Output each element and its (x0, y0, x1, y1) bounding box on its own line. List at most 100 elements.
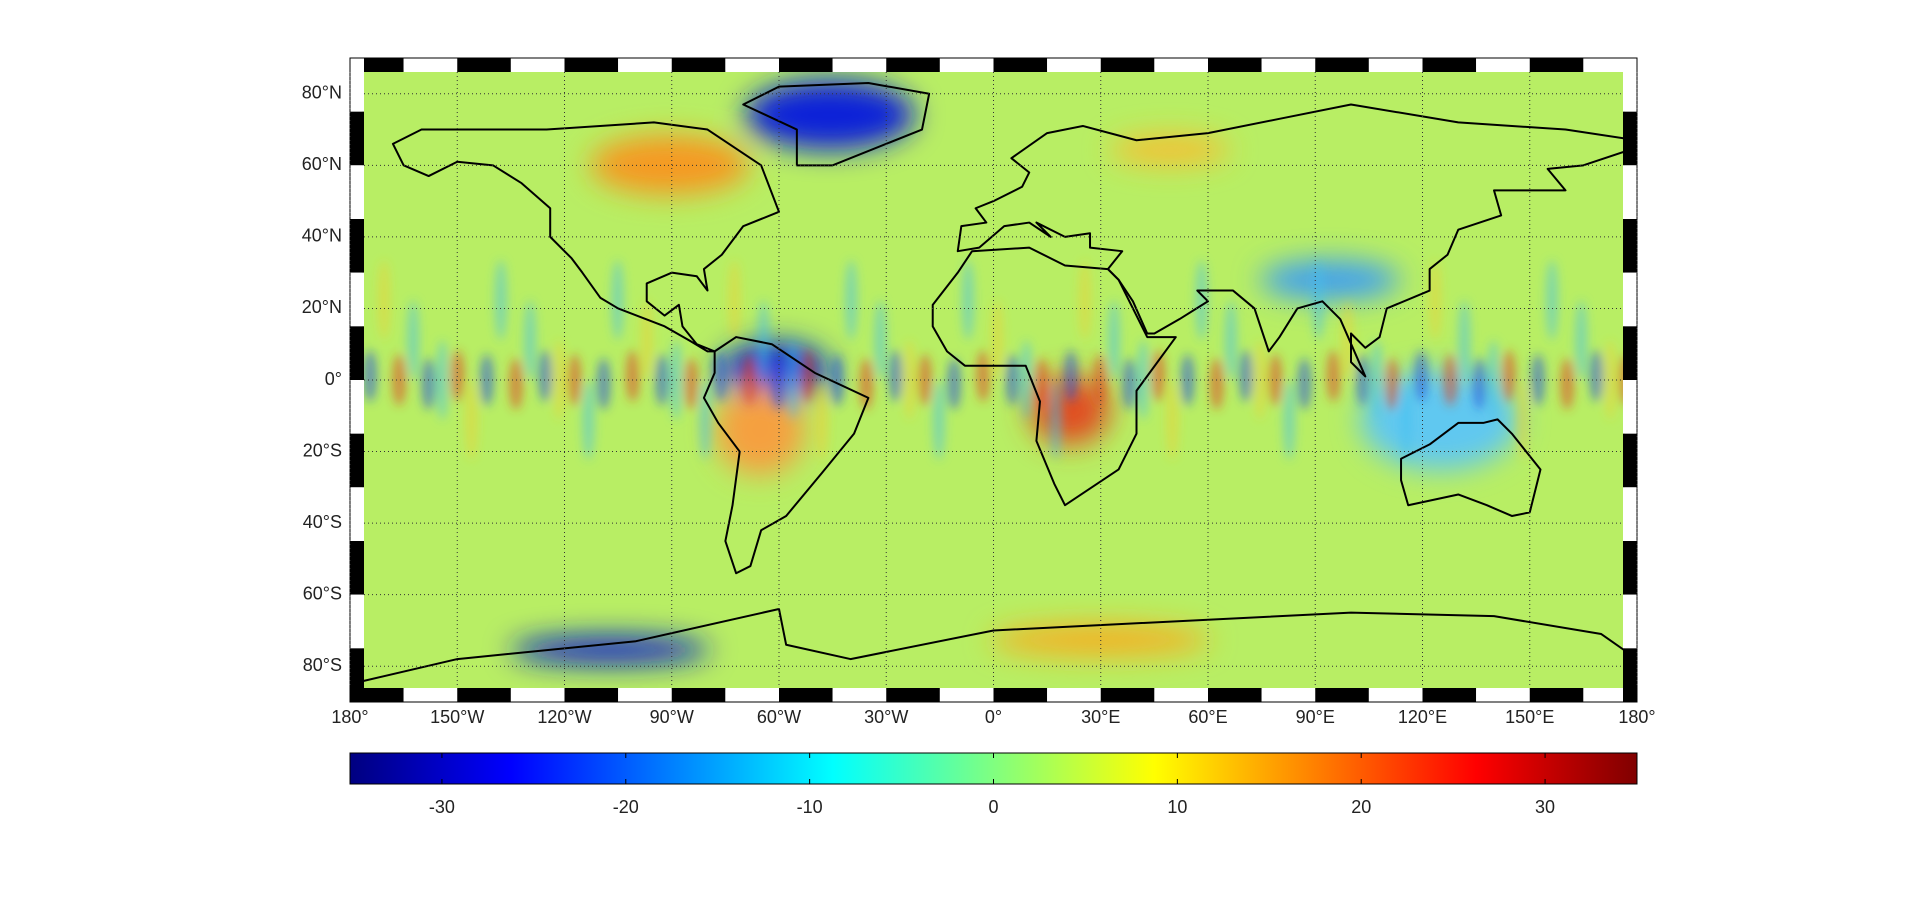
field-stripe (699, 380, 712, 460)
y-tick-label: 40°N (302, 226, 342, 246)
field-stripe (494, 260, 507, 340)
frame-tile (886, 58, 940, 72)
x-tick-label: 60°W (757, 707, 801, 727)
frame-tile (671, 58, 726, 72)
field-stripe (1355, 354, 1370, 406)
field-stripe (1239, 350, 1253, 402)
frame-tile (350, 111, 364, 166)
frame-tile (403, 688, 458, 702)
field-stripe (1516, 380, 1529, 460)
field-stripe (465, 380, 478, 460)
colorbar (349, 752, 1638, 785)
frame-tile (457, 688, 511, 702)
field-stripe (713, 350, 728, 402)
field-stripe (640, 300, 653, 380)
x-tick-label: 120°E (1398, 707, 1447, 727)
frame-tile (779, 688, 833, 702)
x-tick-label: 180° (331, 707, 368, 727)
field-stripe (625, 350, 640, 402)
field-stripe (407, 300, 420, 380)
frame-tile (1261, 688, 1316, 702)
field-stripe (1049, 380, 1062, 460)
frame-tile (1315, 58, 1369, 72)
field-stripe (1283, 380, 1296, 460)
field-stripe (1063, 350, 1078, 402)
field-stripe (962, 260, 974, 340)
field-stripe (888, 350, 903, 402)
colorbar-tick-label: -20 (613, 797, 639, 817)
frame-tile (1422, 688, 1477, 702)
frame-tile (350, 541, 364, 595)
colorbar-tick-label: -30 (429, 797, 455, 817)
field-stripe (976, 350, 991, 402)
field-stripe (801, 350, 815, 402)
frame-tile (1623, 165, 1637, 219)
frame-tile (1623, 648, 1637, 702)
frame-tile (1623, 58, 1637, 112)
frame-tile (350, 58, 364, 112)
frame-tile (1476, 688, 1530, 702)
frame-tile (886, 688, 940, 702)
field-stripe (1501, 350, 1516, 402)
field-stripe (1034, 358, 1049, 410)
field-stripe (1531, 354, 1545, 406)
frame-tile (350, 326, 364, 380)
field-stripe (1151, 350, 1166, 402)
frame-tile (350, 219, 364, 273)
frame-tile (993, 58, 1048, 72)
y-tick-label: 20°S (303, 440, 342, 460)
colorbar-tick-label: -10 (797, 797, 823, 817)
frame-tile (350, 487, 364, 541)
field-stripe (1575, 300, 1588, 380)
frame-tile (1529, 58, 1584, 72)
frame-tile (993, 688, 1048, 702)
frame-tile (618, 58, 672, 72)
field-stripe (1108, 300, 1120, 380)
frame-tile (350, 165, 364, 219)
field-stripe (903, 340, 916, 420)
y-tick-label: 40°S (303, 512, 342, 532)
y-tick-label: 60°N (302, 154, 342, 174)
frame-tile (1623, 111, 1637, 166)
map-frame (349, 57, 1638, 703)
field-stripes (363, 260, 1625, 460)
colorbar-tick-label: 10 (1167, 797, 1187, 817)
field-stripe (1312, 260, 1325, 340)
field-stripe (757, 300, 770, 380)
frame-tile (1623, 487, 1637, 541)
field-stripe (1224, 300, 1237, 380)
field-stripe (947, 358, 961, 410)
frame-tile (564, 688, 619, 702)
field-stripe (611, 260, 624, 340)
frame-tile (1623, 594, 1637, 649)
frame-tile (939, 58, 994, 72)
field-stripe (1195, 260, 1208, 340)
field-stripe (1487, 340, 1500, 420)
x-tick-label: 150°W (430, 707, 484, 727)
frame-tile (1529, 688, 1584, 702)
field-stripe (1297, 358, 1312, 410)
field-stripe (684, 358, 699, 410)
field-stripe (1268, 354, 1283, 406)
field-stripe (1166, 380, 1179, 460)
field-stripe (1472, 358, 1487, 410)
field-stripe (596, 358, 611, 410)
y-tick-label: 20°N (302, 297, 342, 317)
field-stripe (567, 354, 582, 406)
frame-tile (457, 58, 511, 72)
frame-tile (779, 58, 833, 72)
x-tick-label: 120°W (537, 707, 591, 727)
field-stripe (1180, 354, 1195, 406)
field-stripe (1020, 340, 1033, 420)
coastline (1401, 419, 1540, 516)
frame-tile (1154, 688, 1208, 702)
frame-tile (510, 688, 565, 702)
field-stripe (436, 340, 449, 420)
frame-tile (403, 58, 458, 72)
frame-tile (564, 58, 619, 72)
colorbar-tick-label: 0 (988, 797, 998, 817)
field-stripe (742, 354, 757, 406)
frame-tile (1047, 58, 1101, 72)
field-stripe (1604, 340, 1617, 420)
coastline (743, 83, 929, 165)
